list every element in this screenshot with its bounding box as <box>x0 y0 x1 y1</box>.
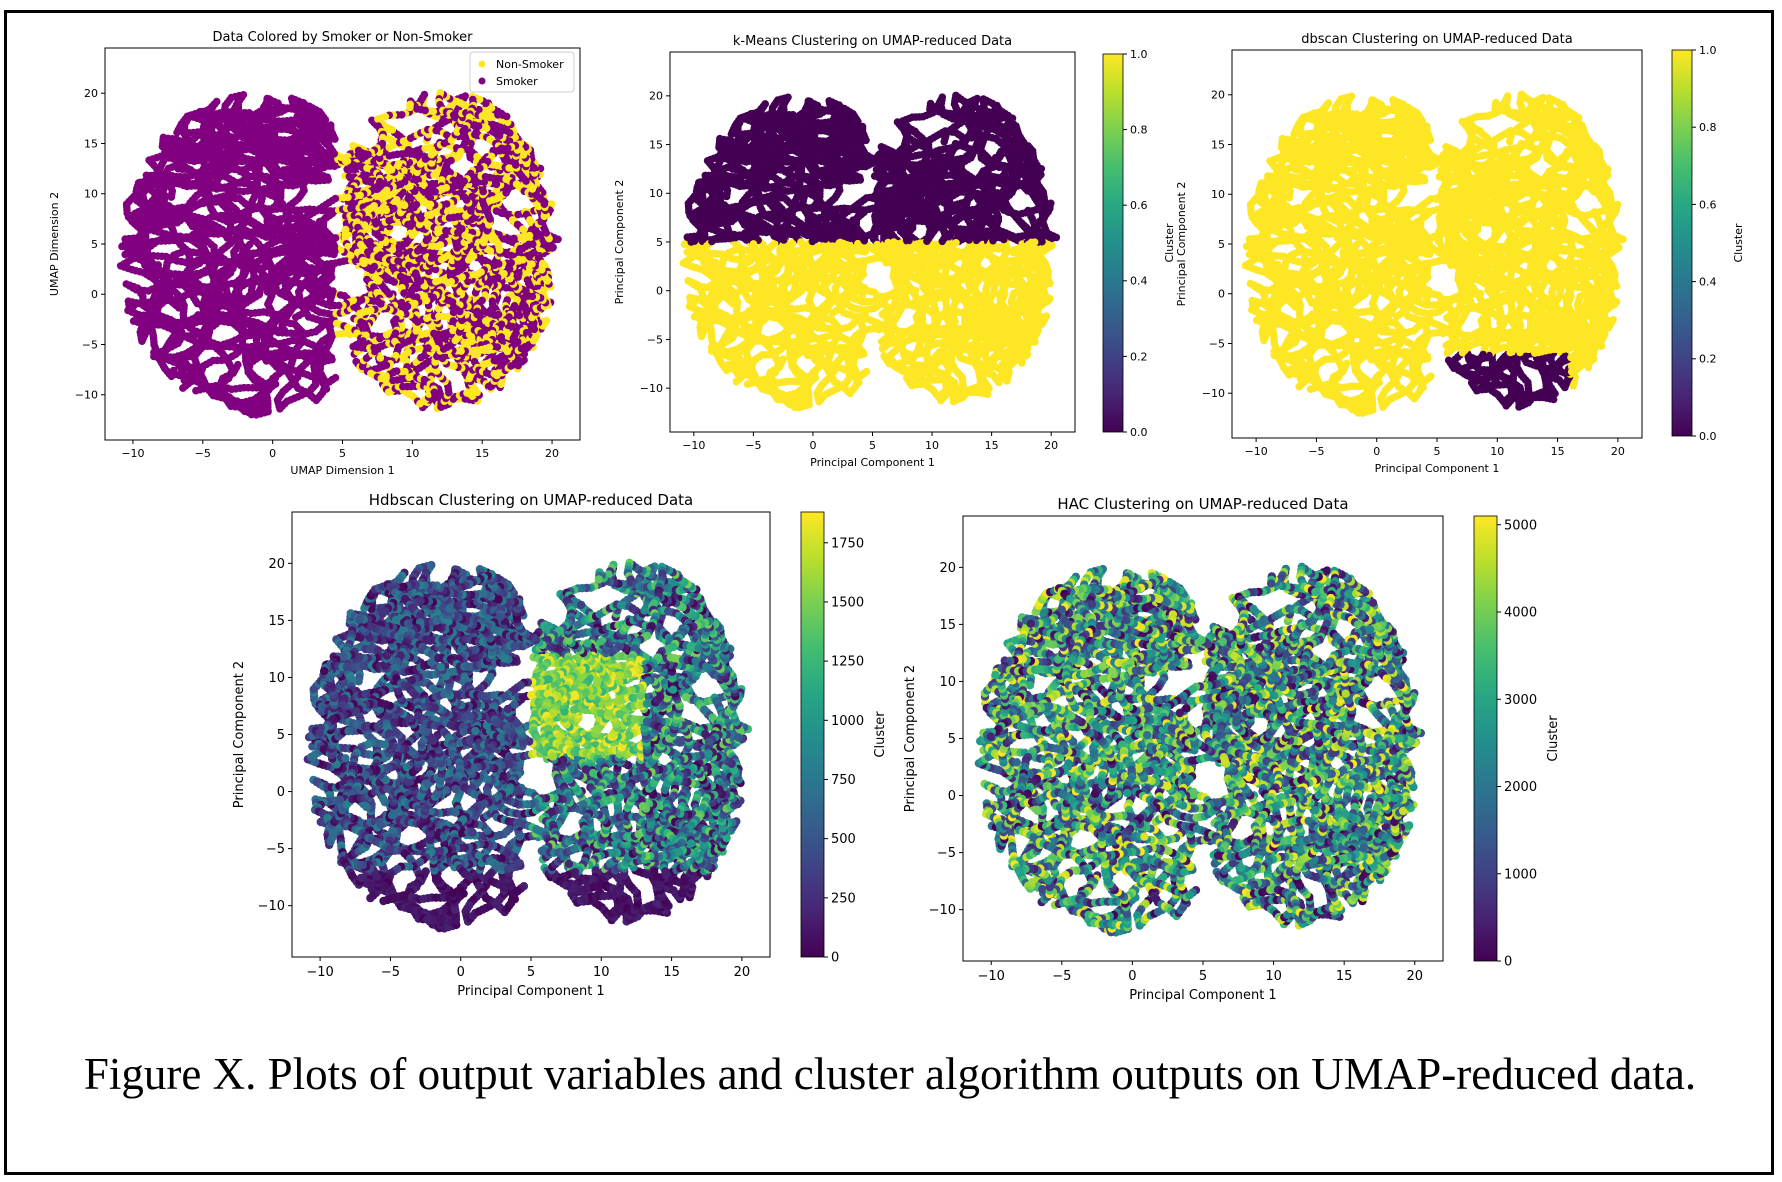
data-point <box>154 261 162 269</box>
figure-frame <box>4 10 1774 1175</box>
data-point <box>167 193 176 201</box>
data-points <box>116 89 562 419</box>
data-point <box>283 237 292 245</box>
data-point <box>322 213 330 222</box>
